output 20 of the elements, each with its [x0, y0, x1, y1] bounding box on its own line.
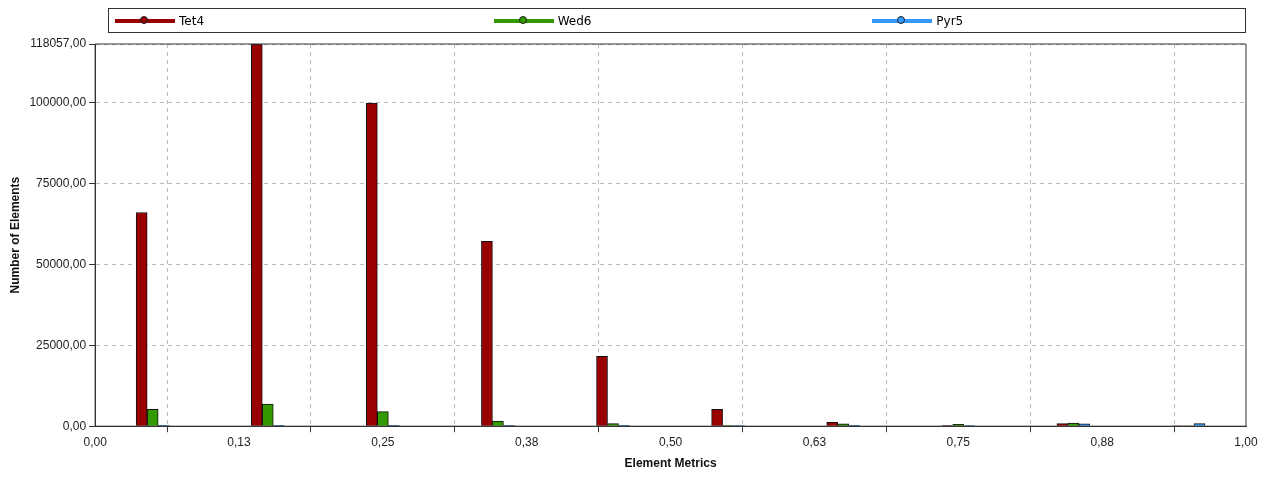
- x-tick-label: 0,00: [83, 434, 108, 449]
- x-tick-label: 0,50: [658, 434, 683, 449]
- x-tick-label: 0,13: [227, 434, 251, 449]
- y-tick-label: 118057,00: [30, 36, 87, 51]
- x-tick-label: 0,38: [515, 434, 539, 449]
- y-tick-label: 50000,00: [36, 256, 87, 271]
- legend-label: Pyr5: [936, 13, 964, 28]
- x-tick-label: 0,75: [946, 434, 971, 449]
- x-tick-label: 1,00: [1234, 434, 1258, 449]
- legend-label: Wed6: [557, 13, 592, 28]
- x-tick-label: 0,88: [1090, 434, 1115, 449]
- y-tick-label: 25000,00: [36, 337, 87, 352]
- y-tick-label: 0,00: [62, 418, 87, 433]
- y-tick-label: 100000,00: [29, 94, 87, 109]
- x-axis-title: Element Metrics: [624, 456, 717, 471]
- y-axis-title: Number of Elements: [7, 176, 22, 294]
- x-tick-label: 0,25: [371, 434, 395, 449]
- legend-label: Tet4: [179, 13, 205, 28]
- y-tick-label: 75000,00: [36, 175, 87, 190]
- x-tick-label: 0,63: [802, 434, 827, 449]
